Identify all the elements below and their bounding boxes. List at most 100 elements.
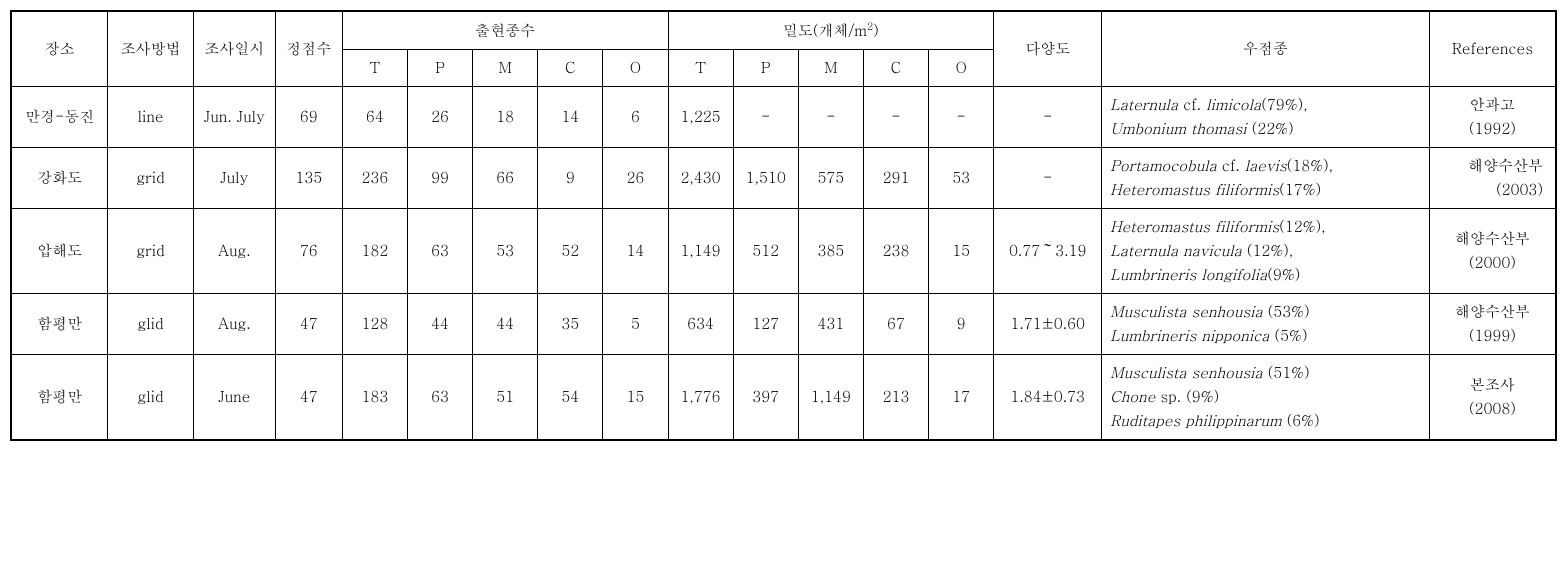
cell-dn-c: - xyxy=(863,87,928,148)
cell-dn-o: - xyxy=(929,87,994,148)
header-sc-p: P xyxy=(407,50,472,87)
table-header: 장소 조사방법 조사일시 정점수 출현종수 밀도(개체/m2) 다양도 우점종 … xyxy=(11,11,1556,87)
cell-method: glid xyxy=(108,294,194,355)
cell-dn-o: 9 xyxy=(929,294,994,355)
cell-date: Aug. xyxy=(193,294,275,355)
cell-species: Musculista senhousia (51%)Chone sp. (9%)… xyxy=(1102,355,1430,441)
header-diversity: 다양도 xyxy=(994,11,1102,87)
cell-dn-t: 1,776 xyxy=(668,355,733,441)
header-sc-m: M xyxy=(473,50,538,87)
cell-dn-c: 238 xyxy=(863,209,928,294)
cell-dn-o: 53 xyxy=(929,148,994,209)
cell-diversity: 0.77～3.19 xyxy=(994,209,1102,294)
cell-dn-t: 1,225 xyxy=(668,87,733,148)
cell-sc-c: 35 xyxy=(538,294,603,355)
cell-dn-t: 634 xyxy=(668,294,733,355)
cell-dn-o: 15 xyxy=(929,209,994,294)
cell-sc-p: 26 xyxy=(407,87,472,148)
cell-sc-c: 54 xyxy=(538,355,603,441)
cell-date: Jun. July xyxy=(193,87,275,148)
cell-place: 함평만 xyxy=(11,294,108,355)
cell-sc-p: 44 xyxy=(407,294,472,355)
cell-diversity: 1.84±0.73 xyxy=(994,355,1102,441)
table-row: 강화도gridJuly13523699669262,4301,510575291… xyxy=(11,148,1556,209)
cell-dn-p: 1,510 xyxy=(733,148,798,209)
cell-date: June xyxy=(193,355,275,441)
cell-diversity: - xyxy=(994,87,1102,148)
cell-references: 해양수산부(1999) xyxy=(1429,294,1556,355)
cell-sc-p: 63 xyxy=(407,209,472,294)
header-points: 정점수 xyxy=(275,11,342,87)
cell-points: 47 xyxy=(275,294,342,355)
cell-points: 69 xyxy=(275,87,342,148)
cell-sc-m: 53 xyxy=(473,209,538,294)
cell-sc-c: 9 xyxy=(538,148,603,209)
cell-dn-c: 213 xyxy=(863,355,928,441)
header-density-end: ) xyxy=(873,20,879,41)
header-method: 조사방법 xyxy=(108,11,194,87)
cell-sc-o: 15 xyxy=(603,355,668,441)
cell-sc-o: 14 xyxy=(603,209,668,294)
cell-sc-m: 44 xyxy=(473,294,538,355)
cell-place: 만경-동진 xyxy=(11,87,108,148)
cell-method: grid xyxy=(108,148,194,209)
cell-sc-p: 63 xyxy=(407,355,472,441)
cell-dn-m: - xyxy=(798,87,863,148)
cell-sc-t: 64 xyxy=(342,87,407,148)
header-place: 장소 xyxy=(11,11,108,87)
header-dominant: 우점종 xyxy=(1102,11,1430,87)
cell-points: 135 xyxy=(275,148,342,209)
cell-dn-m: 575 xyxy=(798,148,863,209)
header-row-1: 장소 조사방법 조사일시 정점수 출현종수 밀도(개체/m2) 다양도 우점종 … xyxy=(11,11,1556,50)
cell-sc-o: 26 xyxy=(603,148,668,209)
cell-sc-t: 128 xyxy=(342,294,407,355)
table-row: 만경-동진lineJun. July696426181461,225-----L… xyxy=(11,87,1556,148)
cell-sc-o: 5 xyxy=(603,294,668,355)
header-density-text: 밀도(개체/m xyxy=(783,20,867,41)
cell-place: 강화도 xyxy=(11,148,108,209)
cell-dn-t: 2,430 xyxy=(668,148,733,209)
cell-species: Portamocobula cf. laevis(18%),Heteromast… xyxy=(1102,148,1430,209)
cell-place: 함평만 xyxy=(11,355,108,441)
header-sc-o: O xyxy=(603,50,668,87)
table-body: 만경-동진lineJun. July696426181461,225-----L… xyxy=(11,87,1556,441)
cell-sc-m: 18 xyxy=(473,87,538,148)
cell-sc-o: 6 xyxy=(603,87,668,148)
cell-dn-p: 512 xyxy=(733,209,798,294)
cell-dn-m: 1,149 xyxy=(798,355,863,441)
cell-dn-m: 431 xyxy=(798,294,863,355)
cell-references: 본조사(2008) xyxy=(1429,355,1556,441)
cell-date: July xyxy=(193,148,275,209)
header-dn-p: P xyxy=(733,50,798,87)
cell-diversity: 1.71±0.60 xyxy=(994,294,1102,355)
cell-date: Aug. xyxy=(193,209,275,294)
header-sc-c: C xyxy=(538,50,603,87)
cell-dn-p: 127 xyxy=(733,294,798,355)
cell-sc-m: 66 xyxy=(473,148,538,209)
header-dn-t: T xyxy=(668,50,733,87)
cell-sc-t: 183 xyxy=(342,355,407,441)
cell-references: 해양수산부(2003) xyxy=(1429,148,1556,209)
cell-species: Heteromastus filiformis(12%),Laternula n… xyxy=(1102,209,1430,294)
cell-method: grid xyxy=(108,209,194,294)
header-sc-t: T xyxy=(342,50,407,87)
cell-dn-c: 291 xyxy=(863,148,928,209)
header-date: 조사일시 xyxy=(193,11,275,87)
header-dn-o: O xyxy=(929,50,994,87)
cell-place: 압해도 xyxy=(11,209,108,294)
header-dn-c: C xyxy=(863,50,928,87)
data-table: 장소 조사방법 조사일시 정점수 출현종수 밀도(개체/m2) 다양도 우점종 … xyxy=(10,10,1557,441)
cell-sc-m: 51 xyxy=(473,355,538,441)
cell-references: 안과고(1992) xyxy=(1429,87,1556,148)
header-species-count: 출현종수 xyxy=(342,11,668,50)
table-row: 함평만glidAug.4712844443556341274316791.71±… xyxy=(11,294,1556,355)
cell-sc-t: 236 xyxy=(342,148,407,209)
cell-sc-t: 182 xyxy=(342,209,407,294)
cell-dn-t: 1,149 xyxy=(668,209,733,294)
cell-diversity: - xyxy=(994,148,1102,209)
table-row: 압해도gridAug.76182635352141,14951238523815… xyxy=(11,209,1556,294)
cell-references: 해양수산부(2000) xyxy=(1429,209,1556,294)
cell-sc-p: 99 xyxy=(407,148,472,209)
cell-method: glid xyxy=(108,355,194,441)
header-references: References xyxy=(1429,11,1556,87)
